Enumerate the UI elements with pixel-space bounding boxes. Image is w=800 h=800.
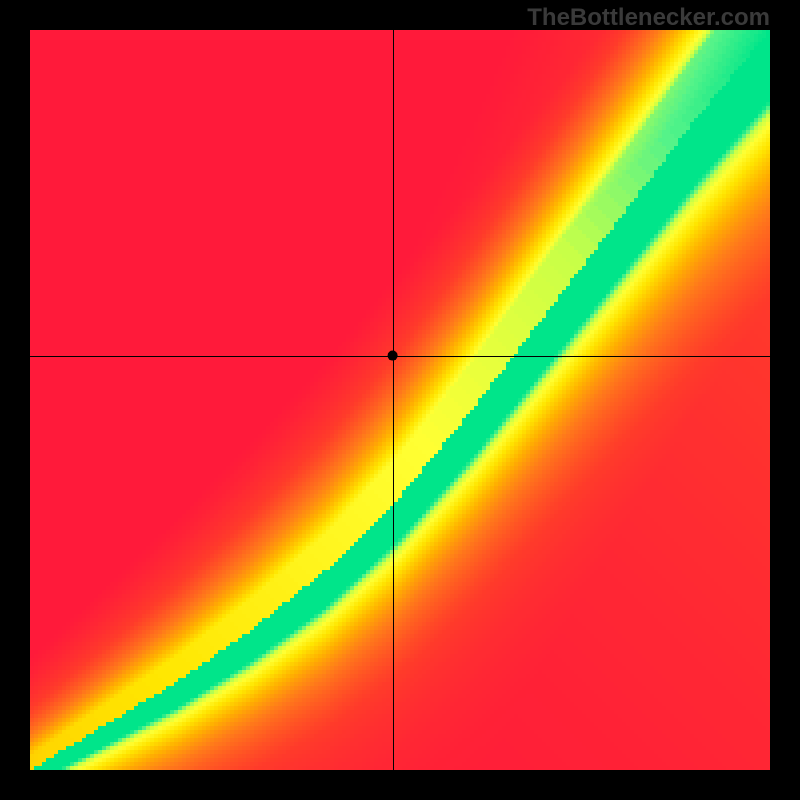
watermark-text: TheBottlenecker.com	[527, 4, 770, 32]
crosshair-overlay-canvas	[0, 0, 800, 800]
chart-container: TheBottlenecker.com	[0, 0, 800, 800]
